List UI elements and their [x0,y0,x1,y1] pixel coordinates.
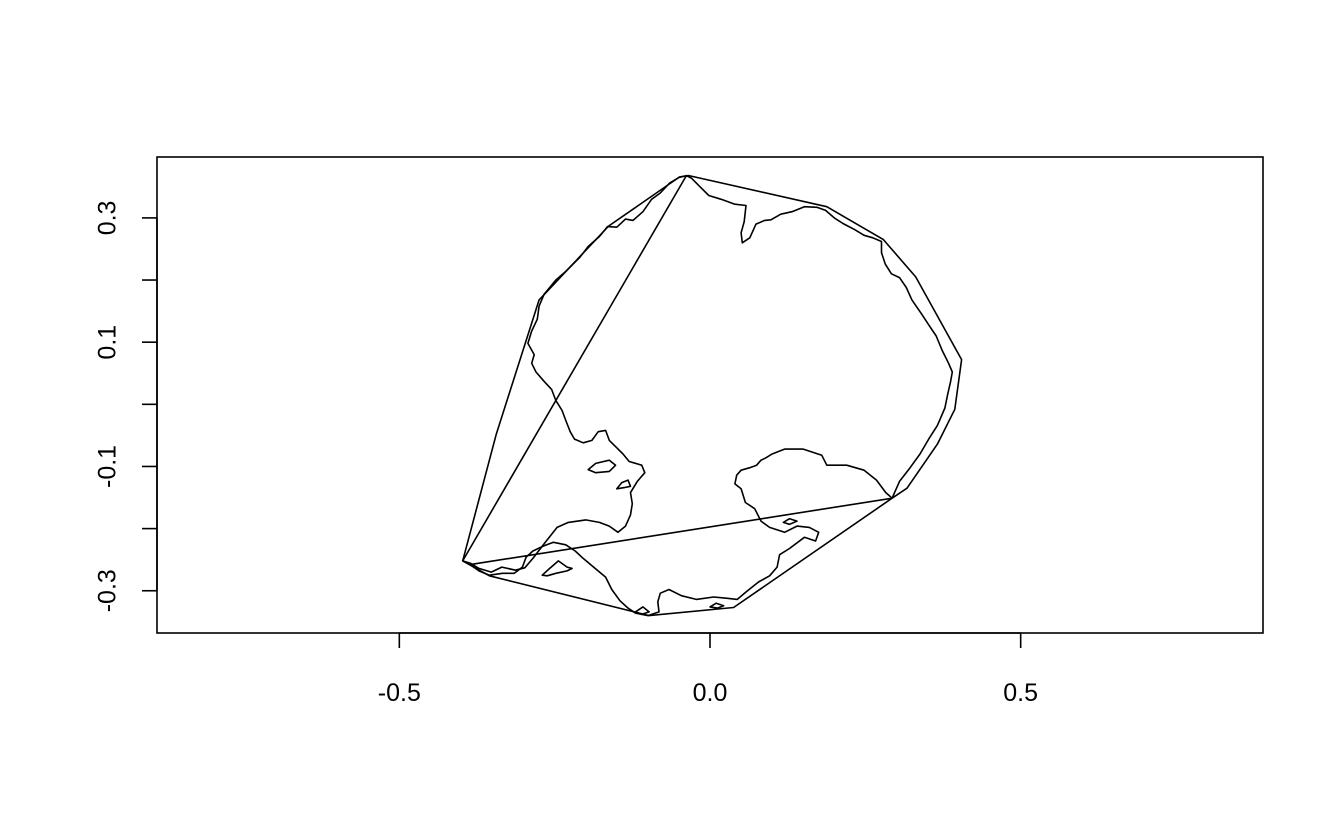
x-tick-label: 0.5 [1003,679,1038,707]
y-axis: -0.3 -0.1 0.1 0.3 [94,201,158,612]
plot-frame [156,156,1264,634]
y-tick-label: -0.3 [94,569,122,612]
outline-series-5 [587,459,617,474]
outline-series-7 [541,560,573,577]
y-tick-label: 0.3 [94,201,122,236]
outline-series-4 [686,174,954,499]
outline-layer [461,174,963,617]
outline-series-3 [469,448,893,617]
x-tick-label: -0.5 [378,679,421,707]
x-tick-label: 0.0 [693,679,728,707]
outline-series-2 [461,174,688,573]
x-axis: -0.5 0.0 0.5 [378,632,1038,707]
outline-series-8 [782,517,798,526]
y-tick-label: 0.1 [94,325,122,360]
outline-series-9 [709,602,725,609]
outline-series-6 [615,479,632,490]
outline-series-10 [634,606,650,616]
y-tick-label: -0.1 [94,445,122,488]
